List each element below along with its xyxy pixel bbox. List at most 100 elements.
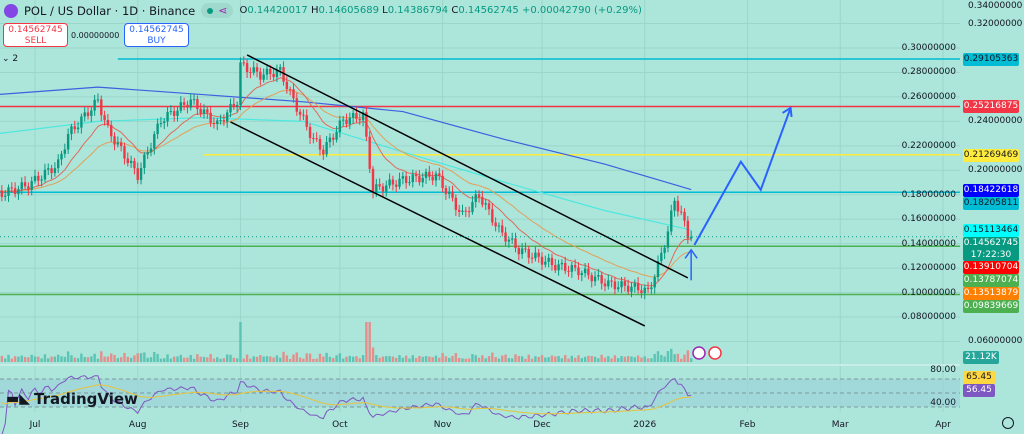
buy-button[interactable]: 0.14562745 BUY — [124, 23, 189, 47]
market-status[interactable]: ⋖ — [201, 3, 234, 18]
sell-button[interactable]: 0.14562745 SELL — [3, 23, 68, 47]
volume-bar — [444, 356, 448, 362]
volume-bar — [212, 358, 216, 362]
candle-body — [520, 248, 524, 255]
candle-body — [424, 171, 428, 178]
volume-bar — [431, 357, 434, 362]
candle-body — [116, 142, 120, 145]
candle-body — [626, 285, 630, 292]
candle-body — [182, 102, 186, 105]
volume-bar — [428, 356, 431, 362]
rsi-tick-40: 40.00 — [930, 398, 956, 408]
x-tick-label: Aug — [128, 420, 147, 430]
volume-bar — [47, 358, 50, 362]
candle-body — [355, 112, 358, 119]
tradingview-logo[interactable]: ▬◣ TradingView — [6, 390, 138, 408]
candle-body — [176, 110, 179, 116]
volume-bar — [222, 358, 226, 362]
volume-bar — [226, 354, 229, 362]
volume-bar — [206, 357, 209, 362]
volume-bar — [564, 355, 567, 362]
candle-body — [371, 168, 375, 193]
candle-body — [259, 71, 262, 80]
candle-body — [607, 280, 610, 287]
candle-body — [53, 168, 57, 174]
candle-body — [640, 290, 643, 294]
candle-body — [613, 281, 617, 290]
candle-body — [169, 111, 173, 113]
volume-bar — [37, 356, 40, 362]
candle-body — [149, 148, 153, 153]
volume-bar — [365, 322, 368, 362]
candle-body — [564, 262, 567, 271]
candle-body — [686, 220, 690, 239]
volume-bar — [580, 358, 583, 362]
brand-name: TradingView — [34, 390, 138, 408]
candle-body — [93, 99, 96, 111]
volume-bar — [149, 357, 153, 362]
price-tag: 0.21269469 — [963, 148, 1019, 162]
candle-body — [332, 137, 335, 140]
volume-bar — [617, 358, 620, 362]
price-tag-value: 0.21269469 — [963, 149, 1019, 160]
sell-price: 0.14562745 — [8, 25, 63, 35]
candle-body — [557, 264, 560, 271]
candle-body — [186, 104, 189, 108]
volume-bar — [544, 357, 547, 362]
volume-bar — [534, 356, 537, 362]
volume-bar — [607, 356, 610, 362]
volume-bar — [302, 358, 305, 362]
price-tag: 0.15113464 — [963, 224, 1019, 238]
candle-body — [583, 268, 587, 274]
settings-gear-icon[interactable] — [1002, 417, 1014, 429]
volume-bar — [388, 356, 391, 362]
candle-body — [206, 109, 209, 113]
volume-bar — [626, 356, 630, 362]
candle-body — [13, 188, 17, 194]
symbol-title[interactable]: POL / US Dollar · 1D · Binance — [24, 3, 196, 18]
volume-bar — [348, 355, 352, 362]
candle-body — [481, 196, 484, 205]
volume-bar — [600, 354, 603, 362]
candle-body — [630, 286, 633, 292]
polygon-logo-icon — [4, 3, 18, 18]
candle-body — [487, 203, 491, 210]
volume-bar — [461, 358, 464, 362]
volume-bar — [239, 322, 242, 362]
candle-body — [17, 189, 20, 194]
volume-bar — [199, 356, 202, 362]
candle-body — [431, 176, 434, 181]
volume-bar — [136, 353, 139, 362]
price-tag-value: 0.29105363 — [963, 53, 1019, 64]
ema-fast-line — [0, 77, 692, 287]
indicators-toggle[interactable]: ⌄ 2 — [2, 54, 18, 64]
volume-bar — [630, 356, 633, 362]
candle-body — [192, 99, 196, 101]
volume-bar — [517, 356, 521, 362]
candle-body — [633, 283, 637, 287]
volume-bar — [686, 350, 690, 362]
volume-bar — [527, 354, 530, 362]
candle-body — [265, 68, 269, 75]
candle-body — [226, 112, 229, 122]
share-icon[interactable]: ⋖ — [218, 4, 228, 17]
candle-body — [414, 174, 418, 177]
open-value: 0.14420017 — [247, 5, 308, 16]
volume-bar — [497, 358, 501, 362]
candle-body — [411, 174, 414, 183]
candle-body — [219, 120, 222, 122]
volume-bar — [30, 354, 33, 362]
rsi-value-tag: 65.45 — [963, 371, 995, 384]
volume-bar — [229, 354, 232, 362]
candle-body — [391, 179, 395, 185]
candle-body — [646, 287, 650, 290]
volume-bar — [457, 357, 461, 362]
candle-body — [590, 275, 593, 282]
candle-body — [676, 200, 680, 212]
candle-body — [358, 118, 361, 121]
volume-bar — [567, 358, 570, 362]
ohlc-readout: O0.14420017 H0.14605689 L0.14386794 C0.1… — [239, 5, 641, 16]
volume-bar — [325, 352, 328, 362]
candle-body — [345, 119, 348, 125]
